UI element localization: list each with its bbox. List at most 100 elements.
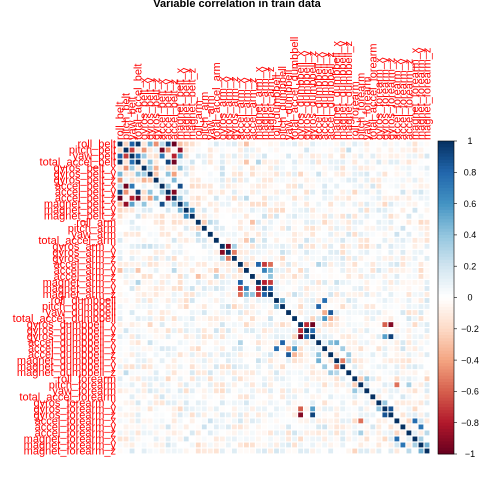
corr-cell <box>135 400 141 406</box>
corr-cell <box>388 370 394 376</box>
corr-cell <box>388 322 394 327</box>
corr-cell <box>412 147 418 153</box>
corr-cell <box>141 370 147 376</box>
corr-cell <box>153 225 159 231</box>
corr-cell <box>153 189 159 195</box>
corr-cell <box>219 412 225 418</box>
corr-cell <box>147 141 153 147</box>
colorbar-segment <box>438 310 454 314</box>
corr-cell <box>117 225 123 231</box>
colorbar-segment <box>438 250 454 255</box>
corr-cell <box>292 201 297 207</box>
corr-cell <box>424 328 430 334</box>
corr-cell <box>352 430 358 436</box>
corr-cell <box>244 394 249 400</box>
corr-cell <box>334 195 340 201</box>
corr-cell <box>165 147 171 153</box>
corr-cell <box>382 286 388 291</box>
corr-cell <box>322 183 328 189</box>
corr-cell <box>147 424 153 430</box>
corr-cell <box>364 195 370 201</box>
corr-cell <box>382 412 388 418</box>
corr-cell <box>424 418 430 424</box>
corr-cell <box>292 328 297 334</box>
corr-cell <box>244 382 249 388</box>
corr-cell <box>406 316 412 321</box>
corr-cell <box>370 141 376 147</box>
corr-cell <box>304 346 310 352</box>
corr-cell <box>231 207 237 213</box>
corr-cell <box>171 171 177 177</box>
corr-cell <box>256 328 261 334</box>
corr-cell <box>358 298 364 303</box>
corr-cell <box>322 400 328 406</box>
corr-cell <box>400 261 406 267</box>
corr-cell <box>183 195 189 201</box>
corr-cell <box>340 310 346 315</box>
corr-cell <box>225 328 231 334</box>
column-label: roll_forearm <box>349 81 361 140</box>
corr-cell <box>213 358 219 364</box>
corr-cell <box>195 322 201 327</box>
corr-cell <box>394 183 400 189</box>
corr-cell <box>298 430 303 436</box>
corr-cell <box>292 207 297 213</box>
corr-cell <box>286 261 291 267</box>
corr-cell <box>201 177 207 183</box>
corr-cell <box>165 406 171 412</box>
corr-cell <box>207 165 213 171</box>
corr-cell <box>171 346 177 352</box>
corr-cell <box>340 255 346 261</box>
corr-cell <box>195 286 201 291</box>
corr-cell <box>207 334 213 340</box>
corr-cell <box>207 436 213 442</box>
corr-cell <box>340 147 346 153</box>
corr-cell <box>370 406 376 412</box>
corr-cell <box>310 340 316 346</box>
corr-cell <box>316 412 322 418</box>
corr-cell <box>358 165 364 171</box>
corr-cell <box>159 340 165 346</box>
corr-cell <box>352 268 358 273</box>
corr-cell <box>328 165 334 171</box>
corr-cell <box>400 304 406 309</box>
row-label: magnet_dumbbell_y <box>17 361 117 373</box>
corr-cell <box>183 201 189 207</box>
corr-cell <box>268 394 273 400</box>
corr-cell <box>268 346 273 352</box>
corr-cell <box>159 231 165 237</box>
corr-cell <box>171 189 177 195</box>
corr-cell <box>340 141 346 147</box>
corr-cell <box>165 219 171 225</box>
corr-cell <box>370 370 376 376</box>
corr-cell <box>237 274 243 279</box>
corr-cell <box>382 304 388 309</box>
corr-cell <box>231 340 237 346</box>
corr-cell <box>424 316 430 321</box>
corr-cell <box>147 189 153 195</box>
corr-cell <box>244 159 249 165</box>
corr-cell <box>256 141 261 147</box>
corr-cell <box>256 418 261 424</box>
corr-cell <box>388 388 394 394</box>
column-label: roll_arm <box>193 100 205 140</box>
corr-cell <box>412 243 418 249</box>
corr-cell <box>201 328 207 334</box>
corr-cell <box>219 286 225 291</box>
corr-cell <box>256 207 261 213</box>
corr-cell <box>352 159 358 165</box>
colorbar-tick-label: 0.4 <box>464 230 477 240</box>
corr-cell <box>382 442 388 448</box>
row-label: accel_belt_z <box>55 193 116 205</box>
column-label: gyros_forearm_y <box>379 57 391 140</box>
corr-cell <box>237 340 243 346</box>
colorbar-segment <box>438 234 454 239</box>
corr-cell <box>195 436 201 442</box>
corr-cell <box>262 207 267 213</box>
corr-cell <box>382 255 388 261</box>
corr-cell <box>201 304 207 309</box>
colorbar-segment <box>438 428 454 433</box>
corr-cell <box>280 388 285 394</box>
corr-cell <box>292 424 297 430</box>
corr-cell <box>141 382 147 388</box>
